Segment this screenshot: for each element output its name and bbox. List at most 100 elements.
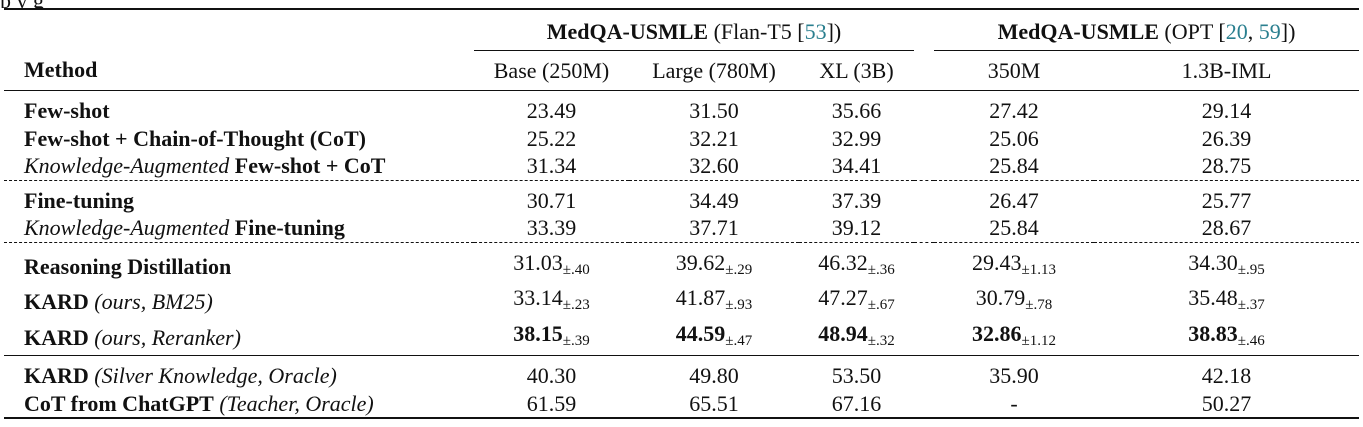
value-cell: 34.41 [799, 152, 914, 180]
value-cell: 33.14±.23 [474, 284, 629, 320]
method-name: KARD [24, 324, 89, 350]
value-cell: 35.66 [799, 90, 914, 125]
value-cell: 37.71 [629, 214, 799, 242]
value-cell: 33.39 [474, 214, 629, 242]
value-number: 29.14 [1201, 98, 1252, 123]
caption-tail: p y [0, 0, 1363, 8]
value-cell: 32.60 [629, 152, 799, 180]
value-number: 38.83 [1188, 320, 1238, 346]
group2-citation-b[interactable]: 59 [1258, 19, 1281, 44]
value-cell: 29.14 [1094, 90, 1359, 125]
group-header-row: MedQA-USMLE (Flan-T5 [53]) MedQA-USMLE (… [4, 8, 1359, 51]
value-number: 31.34 [526, 153, 577, 178]
value-number: 37.71 [689, 215, 739, 240]
group2-citation-a[interactable]: 20 [1225, 19, 1248, 44]
results-table: MedQA-USMLE (Flan-T5 [53]) MedQA-USMLE (… [4, 8, 1359, 419]
value-cell: 29.43±1.13 [934, 241, 1094, 284]
method-name: Few-shot + CoT [234, 153, 386, 178]
value-number: 25.06 [989, 125, 1039, 151]
group1-citation[interactable]: 53 [804, 19, 827, 44]
table-row: Knowledge-Augmented Few-shot + CoT 31.34 3… [4, 152, 1359, 180]
value-cell: 28.75 [1094, 152, 1359, 180]
value-number: 49.80 [689, 363, 739, 388]
method-name: KARD [24, 289, 89, 314]
value-number: 61.59 [526, 390, 577, 416]
col-header-xl: XL (3B) [799, 50, 914, 91]
value-number: 67.16 [831, 390, 882, 416]
value-cell: 48.94±.32 [799, 320, 914, 356]
table-row: Reasoning Distillation 31.03±.40 39.62±.29… [4, 241, 1359, 284]
std-subscript: ±.23 [562, 297, 590, 313]
method-suffix: (ours, Reranker) [94, 324, 241, 350]
value-number: 31.50 [689, 98, 739, 123]
std-subscript: ±.93 [725, 297, 753, 313]
col-header-base: Base (250M) [474, 50, 629, 91]
value-number: 25.77 [1201, 187, 1252, 213]
value-number: 30.79 [975, 285, 1026, 310]
value-cell: 47.27±.67 [799, 284, 914, 320]
value-number: 32.21 [689, 125, 739, 151]
value-cell: 39.12 [799, 214, 914, 242]
std-subscript: ±.67 [867, 297, 895, 313]
method-name: KARD [24, 363, 89, 388]
column-header-row: Method Base (250M) Large (780M) XL (3B) … [4, 50, 1359, 91]
value-number: 32.99 [831, 125, 882, 151]
std-subscript: ±.46 [1237, 332, 1265, 349]
value-cell: 32.21 [629, 125, 799, 153]
value-cell: 25.84 [934, 214, 1094, 242]
value-number: 41.87 [675, 285, 726, 310]
table-row: Knowledge-Augmented Fine-tuning 33.39 37.7… [4, 214, 1359, 242]
method-cell: KARD (ours, BM25) [4, 284, 474, 320]
value-number: 53.50 [831, 363, 882, 388]
value-cell: 27.42 [934, 90, 1094, 125]
value-number: 34.49 [689, 187, 739, 213]
value-number: 39.12 [831, 215, 882, 240]
value-number: 33.39 [526, 215, 577, 240]
method-cell: Knowledge-Augmented Fine-tuning [4, 214, 474, 242]
group2-dataset-name: MedQA-USMLE [997, 19, 1159, 44]
value-cell: 40.30 [474, 355, 629, 390]
value-number: 29.43 [972, 249, 1022, 275]
method-name: Fine-tuning [24, 187, 135, 213]
value-number: 27.42 [989, 98, 1039, 123]
group1-dataset-name: MedQA-USMLE [546, 19, 709, 44]
std-subscript: ±.29 [725, 261, 753, 278]
value-number: 48.94 [818, 320, 868, 346]
value-cell: 34.49 [629, 179, 799, 214]
table-row: Few-shot 23.49 31.50 35.66 27.42 29.14 [4, 90, 1359, 125]
value-cell: 37.39 [799, 179, 914, 214]
value-number: 30.71 [526, 187, 577, 213]
std-subscript: ±.36 [867, 261, 895, 278]
method-name: Few-shot [24, 98, 110, 123]
value-number: 28.67 [1201, 215, 1252, 240]
value-cell: 31.03±.40 [474, 241, 629, 284]
method-cell: Knowledge-Augmented Few-shot + CoT [4, 152, 474, 180]
table-row: CoT from ChatGPT (Teacher, Oracle) 61.59 6… [4, 389, 1359, 419]
value-number: 65.51 [689, 390, 739, 416]
value-cell: 26.39 [1094, 125, 1359, 153]
method-column-header: Method [24, 57, 98, 83]
value-cell: 41.87±.93 [629, 284, 799, 320]
group1-model-text: (Flan-T5 [ [713, 19, 805, 44]
value-cell: 39.62±.29 [629, 241, 799, 284]
value-cell: 67.16 [799, 389, 914, 419]
value-number: 39.62 [675, 249, 726, 275]
value-cell: 32.86±1.12 [934, 320, 1094, 356]
value-number: 46.32 [818, 249, 868, 275]
value-cell: 35.48±.37 [1094, 284, 1359, 320]
std-subscript: ±.95 [1237, 261, 1265, 278]
table-row: KARD (ours, Reranker) 38.15±.39 44.59±.47 4… [4, 320, 1359, 356]
table-row: KARD (Silver Knowledge, Oracle) 40.30 49.8… [4, 355, 1359, 390]
value-number: 32.86 [972, 320, 1022, 346]
std-subscript: ±.40 [562, 261, 590, 278]
value-cell: 25.84 [934, 152, 1094, 180]
group2-sep: , [1247, 19, 1259, 44]
value-number: 35.66 [831, 98, 882, 123]
group1-close: ]) [826, 19, 842, 44]
method-cell: CoT from ChatGPT (Teacher, Oracle) [4, 389, 474, 419]
value-cell: 30.79±.78 [934, 284, 1094, 320]
value-number: 32.60 [689, 153, 739, 178]
method-cell: Few-shot [4, 90, 474, 125]
method-cell: Fine-tuning [4, 179, 474, 214]
method-cell: KARD (ours, Reranker) [4, 320, 474, 356]
